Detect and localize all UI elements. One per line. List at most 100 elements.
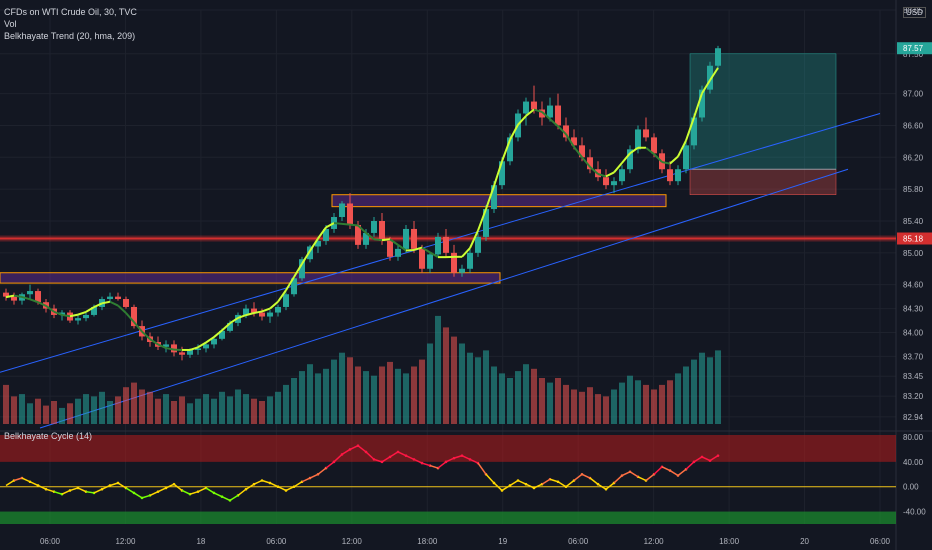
volume-bar <box>715 350 721 424</box>
candle <box>395 248 401 257</box>
cycle-segment <box>213 492 223 498</box>
candle <box>91 306 97 315</box>
trend-segment <box>53 310 63 316</box>
volume-bar <box>227 396 233 424</box>
candle <box>403 228 409 249</box>
trend-segment <box>389 238 399 246</box>
trend-segment <box>701 79 711 94</box>
volume-bar <box>635 380 641 424</box>
volume-bar <box>371 375 377 424</box>
trend-segment <box>157 343 167 349</box>
price-tick-label: 87.50 <box>903 50 924 59</box>
cycle-segment <box>61 489 71 495</box>
trend-segment <box>245 312 255 317</box>
trend-segment <box>669 155 679 165</box>
legend-volume[interactable]: Vol <box>4 19 17 29</box>
volume-bar <box>443 327 449 424</box>
volume-bar <box>611 389 617 424</box>
volume-bar <box>251 398 257 424</box>
trend-segment <box>629 146 639 155</box>
trend-segment <box>477 208 487 231</box>
candle <box>323 228 329 241</box>
belkhayate-trend-line <box>5 67 719 351</box>
candle <box>507 137 513 162</box>
legend-symbol[interactable]: CFDs on WTI Crude Oil, 30, TVC <box>4 7 137 17</box>
time-tick-label: 06:00 <box>266 537 287 546</box>
cycle-segment <box>485 473 495 484</box>
volume-bar <box>411 366 417 424</box>
candle <box>699 89 705 118</box>
candle <box>195 348 201 350</box>
candle <box>3 292 9 297</box>
trend-segment <box>565 133 575 148</box>
trend-segment <box>365 232 375 241</box>
cycle-segment <box>453 454 463 459</box>
candle <box>83 314 89 319</box>
cycle-segment <box>293 481 303 488</box>
candle <box>59 312 65 315</box>
price-tick-label: 86.20 <box>903 153 924 162</box>
price-axis[interactable]: 88.05 87.50 87.00 86.60 86.20 85.80 85.40 85.00… <box>897 6 932 517</box>
candle <box>547 105 553 118</box>
candle <box>531 101 537 110</box>
candle <box>523 101 529 114</box>
trend-segment <box>205 336 215 344</box>
trend-segment <box>557 125 567 135</box>
time-tick-label: 06:00 <box>568 537 589 546</box>
cycle-segment <box>405 454 415 461</box>
volume-bar <box>651 389 657 424</box>
volume-bar <box>171 401 177 424</box>
trend-segment <box>429 251 439 258</box>
cycle-segment <box>85 490 95 494</box>
legend-indicator[interactable]: Belkhayate Trend (20, hma, 209) <box>4 31 136 41</box>
trend-segment <box>333 222 343 225</box>
cycle-segment <box>389 451 399 458</box>
trend-segment <box>501 139 511 162</box>
cycle-tick-label: 40.00 <box>903 458 924 467</box>
trend-segment <box>709 67 719 81</box>
cycle-segment <box>357 445 367 453</box>
trend-segment <box>581 156 591 168</box>
trend-segment <box>341 222 351 226</box>
cycle-segment <box>261 479 271 484</box>
trend-segment <box>13 294 23 298</box>
cycle-segment <box>541 478 551 485</box>
volume-bar <box>35 398 41 424</box>
candle <box>187 349 193 355</box>
cycle-segment <box>133 492 143 499</box>
cycle-segment <box>277 486 287 492</box>
currency-label[interactable]: USD <box>903 7 926 18</box>
cycle-tick-label: -40.00 <box>903 508 926 517</box>
time-axis[interactable]: 06:00 12:00 18 06:00 12:00 18:00 19 06:00 12:00 1… <box>40 537 891 546</box>
cycle-segment <box>173 483 183 492</box>
cycle-segment <box>517 479 527 485</box>
volume-bar <box>427 343 433 424</box>
candle <box>411 228 417 249</box>
trend-segment <box>517 115 527 126</box>
trend-segment <box>549 118 559 127</box>
price-tick-label: 86.60 <box>903 121 924 130</box>
cycle-segment <box>93 488 103 494</box>
volume-bar <box>595 394 601 424</box>
volume-bar <box>259 401 265 424</box>
trend-segment <box>29 298 39 304</box>
time-tick-label: 12:00 <box>644 537 665 546</box>
volume-bar <box>187 403 193 424</box>
cycle-segment <box>573 473 583 482</box>
cycle-segment <box>341 448 351 456</box>
cycle-segment <box>613 474 623 484</box>
candle <box>115 296 121 300</box>
volume-bar <box>331 359 337 424</box>
legend-cycle[interactable]: Belkhayate Cycle (14) <box>4 431 93 441</box>
cycle-segment <box>165 483 175 489</box>
cycle-segment <box>189 490 199 495</box>
trend-segment <box>229 317 239 325</box>
trend-segment <box>589 166 599 175</box>
volume-bar <box>451 336 457 424</box>
price-tick-label: 85.40 <box>903 217 924 226</box>
cycle-segment <box>469 458 479 464</box>
cycle-segment <box>445 457 455 463</box>
volume-bar <box>91 396 97 424</box>
candle <box>131 306 137 327</box>
